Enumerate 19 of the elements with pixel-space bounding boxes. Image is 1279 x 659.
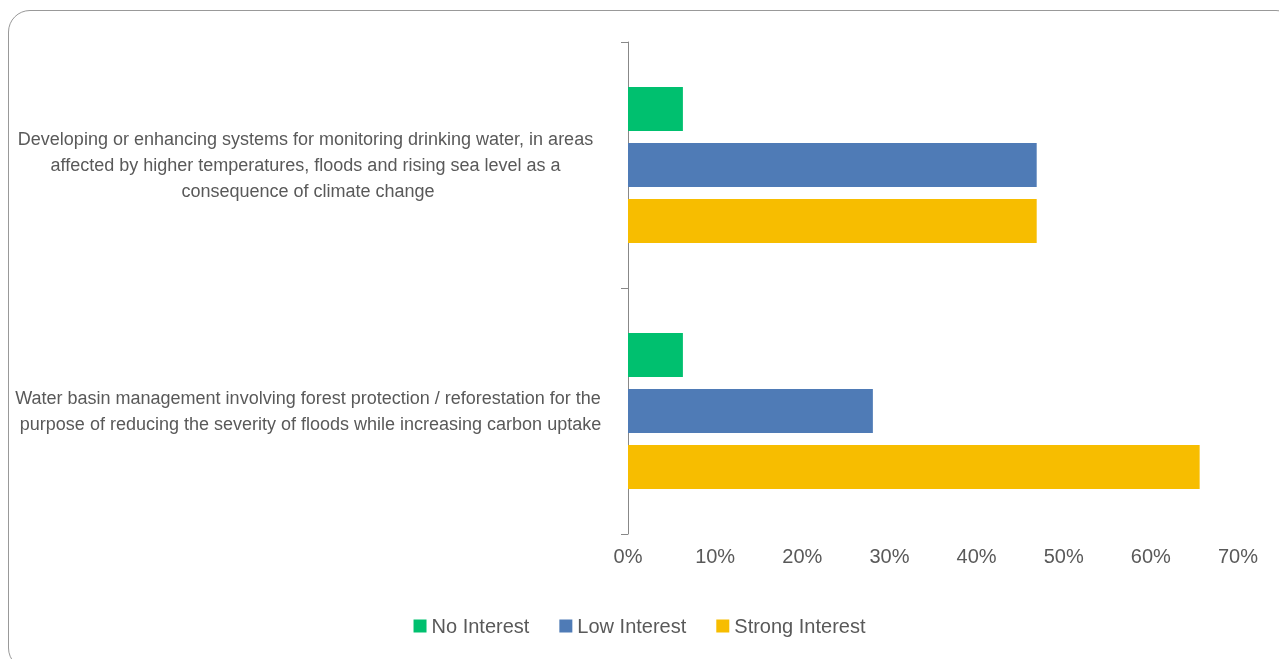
y-tick-label: Developing or enhancing systems for monitoring drinking water, in areas affected by higher temperatures, floods and rising sea level as a consequence of climate change — [17, 129, 599, 201]
bar — [628, 444, 1200, 489]
bar — [628, 333, 683, 378]
legend-label: Strong Interest — [734, 615, 866, 637]
x-tick-label: 20% — [782, 545, 823, 567]
x-tick-label: 0% — [613, 545, 643, 567]
x-tick-label: 50% — [1043, 545, 1084, 567]
x-tick-label: 70% — [1217, 545, 1259, 567]
legend-label: No Interest — [431, 615, 530, 637]
legend-label: Low Interest — [577, 615, 687, 637]
x-tick-label: 40% — [956, 545, 997, 567]
bar — [628, 198, 1037, 243]
x-tick-label: 10% — [695, 545, 736, 567]
x-tick-label: 30% — [869, 545, 910, 567]
bar — [628, 389, 873, 433]
bar — [628, 143, 1037, 187]
y-tick-label: Water basin management involving forest protection / reforestation for the purpose of reducing the severity of floods while increasing carbon uptake — [14, 388, 602, 434]
bar — [628, 87, 683, 132]
x-tick-label: 60% — [1130, 545, 1172, 567]
